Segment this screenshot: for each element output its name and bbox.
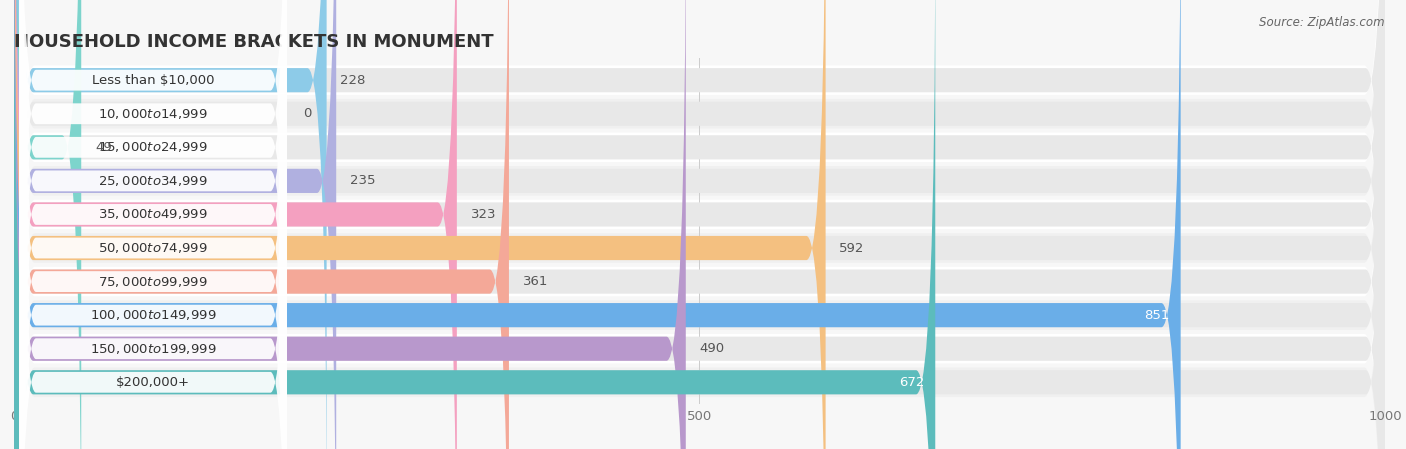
Text: $10,000 to $14,999: $10,000 to $14,999: [98, 107, 208, 121]
Text: Less than $10,000: Less than $10,000: [91, 74, 215, 87]
FancyBboxPatch shape: [14, 0, 1385, 449]
FancyBboxPatch shape: [20, 0, 287, 449]
Text: $25,000 to $34,999: $25,000 to $34,999: [98, 174, 208, 188]
FancyBboxPatch shape: [20, 0, 287, 449]
FancyBboxPatch shape: [14, 0, 509, 449]
FancyBboxPatch shape: [20, 0, 287, 449]
Text: HOUSEHOLD INCOME BRACKETS IN MONUMENT: HOUSEHOLD INCOME BRACKETS IN MONUMENT: [14, 33, 494, 51]
FancyBboxPatch shape: [14, 0, 1385, 449]
FancyBboxPatch shape: [14, 0, 1181, 449]
FancyBboxPatch shape: [14, 0, 336, 449]
FancyBboxPatch shape: [14, 0, 1385, 449]
FancyBboxPatch shape: [14, 0, 1385, 449]
FancyBboxPatch shape: [14, 0, 326, 449]
FancyBboxPatch shape: [14, 0, 1385, 449]
Text: Source: ZipAtlas.com: Source: ZipAtlas.com: [1260, 16, 1385, 29]
FancyBboxPatch shape: [14, 0, 1385, 449]
Text: 490: 490: [700, 342, 724, 355]
FancyBboxPatch shape: [14, 0, 1385, 449]
FancyBboxPatch shape: [14, 0, 1385, 449]
FancyBboxPatch shape: [20, 0, 287, 449]
Text: 592: 592: [839, 242, 865, 255]
FancyBboxPatch shape: [14, 0, 686, 449]
FancyBboxPatch shape: [14, 0, 1385, 449]
Text: 49: 49: [96, 141, 111, 154]
Text: $150,000 to $199,999: $150,000 to $199,999: [90, 342, 217, 356]
FancyBboxPatch shape: [14, 0, 1385, 449]
FancyBboxPatch shape: [14, 0, 1385, 449]
Text: 235: 235: [350, 174, 375, 187]
Text: 361: 361: [523, 275, 548, 288]
FancyBboxPatch shape: [14, 0, 1385, 449]
FancyBboxPatch shape: [20, 0, 287, 449]
Text: 228: 228: [340, 74, 366, 87]
FancyBboxPatch shape: [20, 0, 287, 449]
FancyBboxPatch shape: [14, 0, 1385, 449]
Text: $35,000 to $49,999: $35,000 to $49,999: [98, 207, 208, 221]
FancyBboxPatch shape: [14, 0, 1385, 449]
Text: $50,000 to $74,999: $50,000 to $74,999: [98, 241, 208, 255]
Text: 0: 0: [304, 107, 312, 120]
Text: $200,000+: $200,000+: [117, 376, 190, 389]
FancyBboxPatch shape: [20, 0, 287, 449]
FancyBboxPatch shape: [14, 0, 457, 449]
Text: $75,000 to $99,999: $75,000 to $99,999: [98, 275, 208, 289]
FancyBboxPatch shape: [14, 0, 1385, 449]
FancyBboxPatch shape: [20, 0, 287, 449]
FancyBboxPatch shape: [14, 0, 935, 449]
FancyBboxPatch shape: [20, 0, 287, 449]
Text: 851: 851: [1144, 308, 1170, 321]
FancyBboxPatch shape: [14, 0, 1385, 449]
FancyBboxPatch shape: [14, 0, 825, 449]
FancyBboxPatch shape: [14, 0, 82, 449]
Text: 323: 323: [471, 208, 496, 221]
Text: 672: 672: [898, 376, 924, 389]
FancyBboxPatch shape: [14, 0, 1385, 449]
Text: $15,000 to $24,999: $15,000 to $24,999: [98, 141, 208, 154]
Text: $100,000 to $149,999: $100,000 to $149,999: [90, 308, 217, 322]
FancyBboxPatch shape: [14, 0, 1385, 449]
FancyBboxPatch shape: [14, 0, 1385, 449]
FancyBboxPatch shape: [20, 0, 287, 449]
FancyBboxPatch shape: [14, 0, 1385, 449]
